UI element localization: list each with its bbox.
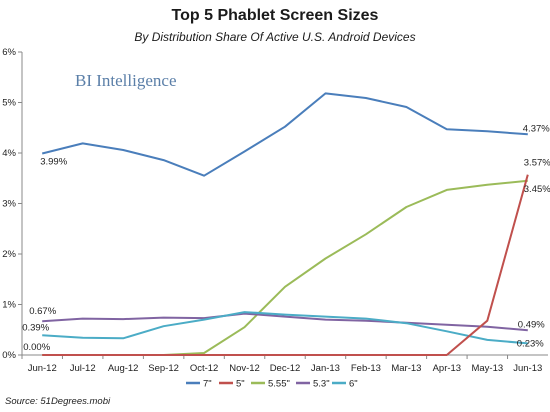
legend-label: 6" bbox=[349, 379, 358, 390]
y-tick-label: 4% bbox=[2, 148, 16, 159]
series-line bbox=[42, 174, 529, 356]
x-tick-label: Mar-13 bbox=[391, 363, 421, 374]
series-line bbox=[41, 92, 528, 177]
data-label: 4.37% bbox=[523, 123, 550, 134]
x-tick-label: Jan-13 bbox=[311, 363, 340, 374]
y-tick-label: 1% bbox=[2, 300, 16, 311]
source-note: Source: 51Degrees.mobi bbox=[5, 396, 111, 407]
legend-label: 5.55" bbox=[268, 379, 290, 390]
x-tick-label: May-13 bbox=[471, 363, 503, 374]
x-tick-label: Apr-13 bbox=[433, 363, 462, 374]
data-label: 3.45% bbox=[524, 184, 550, 195]
data-label: 0.39% bbox=[22, 322, 49, 333]
legend-label: 5" bbox=[236, 379, 245, 390]
x-tick-label: Dec-12 bbox=[270, 363, 301, 374]
legend-label: 5.3" bbox=[313, 379, 330, 390]
data-label: 0.23% bbox=[517, 338, 544, 349]
data-label: 3.57% bbox=[524, 158, 550, 169]
x-tick-label: Jun-12 bbox=[28, 363, 57, 374]
x-tick-label: Aug-12 bbox=[108, 363, 139, 374]
x-tick-label: Oct-12 bbox=[190, 363, 219, 374]
series-line bbox=[42, 311, 528, 345]
y-tick-label: 3% bbox=[2, 199, 16, 210]
x-tick-label: Jul-12 bbox=[70, 363, 96, 374]
data-label: 3.99% bbox=[40, 157, 67, 168]
y-tick-label: 0% bbox=[2, 350, 16, 361]
series-line bbox=[42, 312, 528, 332]
y-tick-label: 6% bbox=[2, 47, 16, 58]
series-line bbox=[42, 179, 528, 356]
data-label: 0.49% bbox=[518, 319, 545, 330]
x-tick-label: Sep-12 bbox=[148, 363, 179, 374]
x-tick-label: Jun-13 bbox=[513, 363, 542, 374]
chart-title: Top 5 Phablet Screen Sizes bbox=[171, 7, 379, 24]
y-tick-label: 5% bbox=[2, 98, 16, 109]
x-tick-label: Nov-12 bbox=[229, 363, 260, 374]
data-label: 0.67% bbox=[29, 306, 56, 317]
data-label: 0.00% bbox=[23, 342, 50, 353]
bi-intelligence-watermark: BI Intelligence bbox=[75, 71, 177, 90]
legend-label: 7" bbox=[203, 379, 212, 390]
chart-subtitle: By Distribution Share Of Active U.S. And… bbox=[134, 30, 416, 44]
y-tick-label: 2% bbox=[2, 249, 16, 260]
x-tick-label: Feb-13 bbox=[351, 363, 381, 374]
